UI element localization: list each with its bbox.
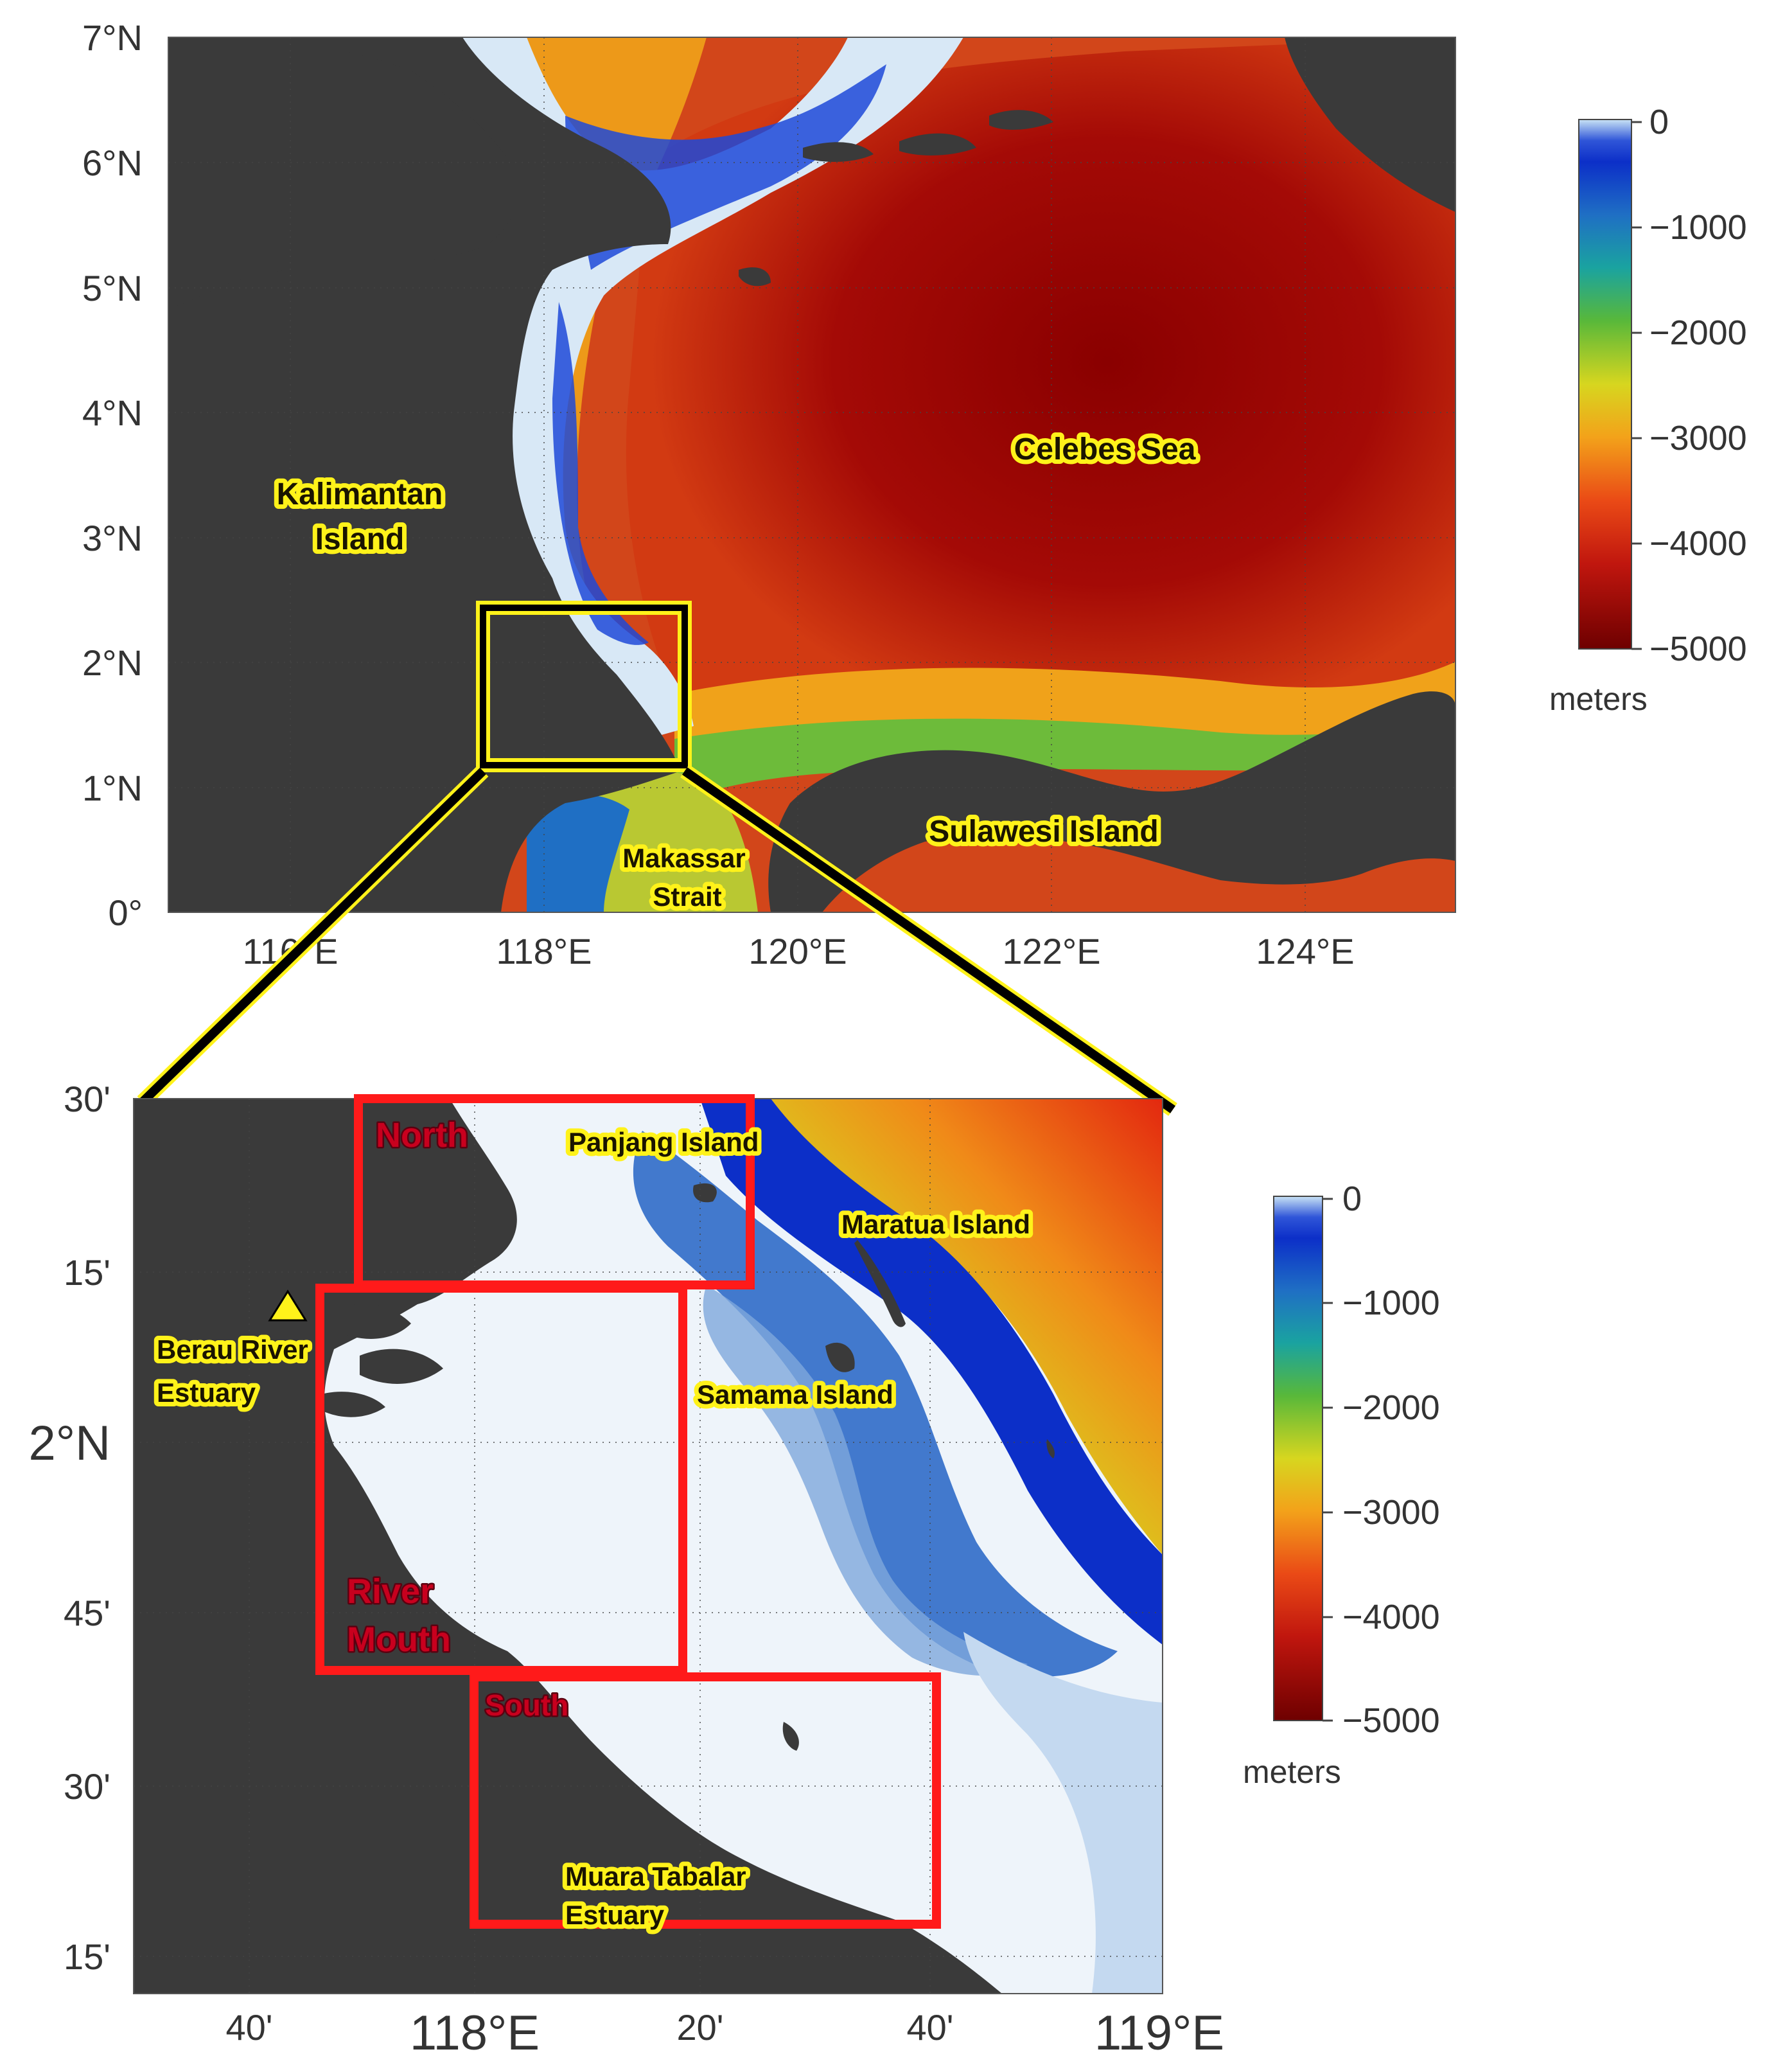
cb-tick-3000: −3000 xyxy=(1649,419,1747,457)
cb2-tick-3000: −3000 xyxy=(1342,1493,1440,1532)
triangle-marker-icon xyxy=(268,1289,308,1322)
dlat-tick-45: 45' xyxy=(64,1593,110,1633)
dlon-tick-119: 119°E xyxy=(1094,2006,1224,2060)
lon-tick-124: 124°E xyxy=(1256,931,1354,971)
dlon-tick-20: 20' xyxy=(677,2007,724,2048)
region-label-south: South xyxy=(485,1688,568,1722)
overview-map: 0° 1°N 2°N 3°N 4°N 5°N 6°N 7°N 116°E 118… xyxy=(82,17,1456,971)
lat-tick-5: 5°N xyxy=(82,268,143,308)
inset-box-inner xyxy=(480,605,688,768)
region-labels: North River Mouth South xyxy=(346,1115,570,1724)
lat-tick-4: 4°N xyxy=(82,393,143,433)
cb2-tick-0: 0 xyxy=(1342,1180,1362,1218)
cb-tick-5000: −5000 xyxy=(1649,630,1747,668)
overview-lat-ticks: 0° 1°N 2°N 3°N 4°N 5°N 6°N 7°N xyxy=(82,17,143,933)
cb-tick-0: 0 xyxy=(1649,103,1669,141)
colorbar-unit-2: meters xyxy=(1243,1754,1341,1790)
lat-tick-6: 6°N xyxy=(82,143,143,183)
lat-tick-0: 0° xyxy=(108,892,143,933)
label-muara-line1: Muara Tabalar xyxy=(565,1861,746,1891)
colorbar-ramp xyxy=(1578,119,1632,650)
label-makassar-line2: Strait xyxy=(653,881,721,912)
label-kalimantan-line2: Island xyxy=(315,522,405,556)
detail-place-labels: Panjang Island Maratua Island Samama Isl… xyxy=(152,1122,1035,1935)
cb2-tick-1000: −1000 xyxy=(1342,1284,1440,1322)
label-berau-line1: Berau River xyxy=(157,1334,308,1365)
lat-tick-3: 3°N xyxy=(82,518,143,558)
dlon-tick-40w: 40' xyxy=(226,2007,273,2048)
detail-bathymetry xyxy=(134,1099,1163,1994)
dlat-tick-15s: 15' xyxy=(64,1936,110,1977)
colorbar-ramp-2 xyxy=(1273,1196,1323,1721)
overview-bathymetry xyxy=(168,37,1455,912)
detail-lon-ticks: 40' 118°E 20' 40' 119°E xyxy=(226,2006,1225,2060)
cb2-tick-2000: −2000 xyxy=(1342,1388,1440,1427)
region-boxes xyxy=(315,1094,941,1929)
colorbar-unit: meters xyxy=(1549,681,1648,717)
dlat-tick-30s: 30' xyxy=(64,1766,110,1807)
detail-map: 15' 30' 45' 2°N 15' 30' 40' 118°E 20' 40… xyxy=(28,1079,1224,2060)
label-maratua-island: Maratua Island xyxy=(841,1209,1030,1239)
overview-grid xyxy=(168,37,1455,912)
label-samama-island: Samama Island xyxy=(697,1379,893,1410)
dlat-tick-30n: 30' xyxy=(64,1079,110,1119)
cb-tick-2000: −2000 xyxy=(1649,314,1747,352)
detail-lat-ticks: 15' 30' 45' 2°N 15' 30' xyxy=(28,1079,110,1977)
overview-lon-ticks: 116°E 118°E 120°E 122°E 124°E xyxy=(242,931,1354,971)
overview-frame xyxy=(168,37,1456,913)
lat-tick-2: 2°N xyxy=(82,642,143,683)
detail-colorbar: 0 −1000 −2000 −3000 −4000 −5000 meters xyxy=(1243,1180,1440,1790)
region-box-south xyxy=(470,1672,941,1929)
dlon-tick-40e: 40' xyxy=(907,2007,954,2048)
label-berau-line2: Estuary xyxy=(157,1377,256,1408)
zoom-connectors xyxy=(137,765,1177,1116)
lon-tick-118: 118°E xyxy=(496,931,592,971)
cb-tick-4000: −4000 xyxy=(1649,524,1747,563)
cb-tick-1000: −1000 xyxy=(1649,208,1747,247)
label-makassar-line1: Makassar xyxy=(622,843,745,873)
lat-tick-7: 7°N xyxy=(82,17,143,58)
region-box-river-mouth xyxy=(315,1284,687,1675)
label-kalimantan-line1: Kalimantan xyxy=(277,477,443,511)
lat-tick-1: 1°N xyxy=(82,768,143,808)
overview-place-labels: Kalimantan Island Celebes Sea Sulawesi I… xyxy=(272,428,1200,916)
label-celebes-sea: Celebes Sea xyxy=(1014,432,1196,466)
cb2-tick-5000: −5000 xyxy=(1342,1701,1440,1740)
region-label-north: North xyxy=(376,1116,468,1155)
dlon-tick-118: 118°E xyxy=(410,2006,540,2060)
overview-colorbar: 0 −1000 −2000 −3000 −4000 −5000 meters xyxy=(1549,103,1747,717)
lon-tick-120: 120°E xyxy=(748,931,847,971)
region-label-river-line1: River xyxy=(347,1572,434,1611)
dlat-tick-15n: 15' xyxy=(64,1252,110,1293)
lon-tick-122: 122°E xyxy=(1002,931,1100,971)
region-label-river-line2: Mouth xyxy=(347,1620,451,1659)
cb2-tick-4000: −4000 xyxy=(1342,1598,1440,1636)
label-sulawesi-island: Sulawesi Island xyxy=(929,815,1158,849)
dlat-tick-2n: 2°N xyxy=(28,1416,110,1471)
label-muara-line2: Estuary xyxy=(565,1900,665,1930)
label-panjang-island: Panjang Island xyxy=(568,1127,759,1157)
